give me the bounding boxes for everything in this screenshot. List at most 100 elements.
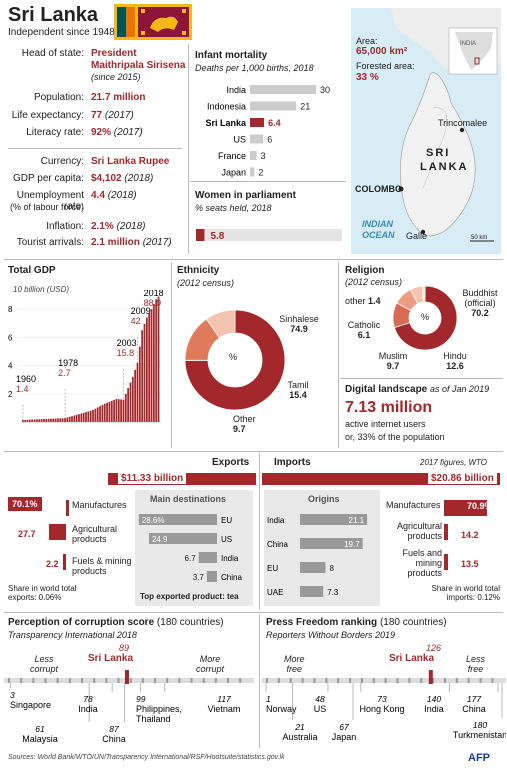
gdp-bar bbox=[40, 419, 43, 422]
literacy-label: Literacy rate: bbox=[26, 127, 84, 138]
destination-bar bbox=[206, 571, 217, 582]
press-scale-tick bbox=[372, 678, 375, 683]
corruption-rank-label: 3 bbox=[10, 690, 15, 700]
origin-name-label: China bbox=[267, 540, 288, 549]
press-scale-tick bbox=[384, 678, 387, 683]
origin-name-label: UAE bbox=[267, 588, 283, 597]
gdp-bar bbox=[108, 401, 111, 422]
infant-bar bbox=[250, 167, 255, 177]
infant-value-label: 3 bbox=[261, 151, 266, 161]
gdp-bar bbox=[96, 407, 99, 422]
gdp-bar bbox=[148, 313, 151, 422]
inflation-label: Inflation: bbox=[46, 221, 84, 232]
press-country-label: Japan bbox=[332, 732, 357, 742]
inflation-note: (2018) bbox=[116, 221, 146, 232]
corruption-scale-tick bbox=[190, 678, 193, 683]
origin-value-label: 21.1 bbox=[349, 516, 365, 525]
corruption-scale-tick bbox=[105, 678, 108, 683]
corruption-scale-tick bbox=[154, 678, 157, 683]
press-title: Press Freedom ranking bbox=[266, 617, 378, 628]
gdp-per-capita-label: GDP per capita: bbox=[13, 173, 84, 184]
press-rank-label: 177 bbox=[467, 694, 481, 704]
corruption-country-label: India bbox=[78, 704, 98, 714]
head-of-state-value: President bbox=[91, 48, 137, 59]
ethnicity-center: % bbox=[229, 352, 238, 362]
infant-value-label: 21 bbox=[300, 102, 310, 112]
ethnicity-tamil-label: Tamil 15.4 bbox=[287, 380, 309, 400]
population-label: Population: bbox=[33, 92, 84, 103]
origins-chart: India 21.1 China 19.7 EU 8 UAE 7.3 bbox=[267, 514, 368, 597]
press-source: Reporters Without Borders 2019 bbox=[266, 630, 395, 640]
map-galle: Galle bbox=[406, 231, 428, 241]
press-country-label: Australia bbox=[282, 732, 317, 742]
gdp-bar bbox=[52, 418, 55, 422]
gdp-bar bbox=[38, 419, 41, 422]
gdp-bar bbox=[73, 415, 76, 422]
corruption-scale-tick bbox=[202, 678, 205, 683]
origin-value-label: 19.7 bbox=[344, 540, 360, 549]
gdp-bar bbox=[143, 323, 146, 422]
press-sl-name: Sri Lanka bbox=[389, 653, 435, 664]
gdp-bar bbox=[124, 393, 127, 422]
footer-sources: Sources: World Bank/WTO/UN/Transparency … bbox=[8, 754, 285, 761]
imp-manufactures-name: Manufactures bbox=[386, 500, 441, 510]
religion-buddhist-label: Buddhist (official) 70.2 bbox=[462, 288, 498, 318]
press-title2: (180 countries) bbox=[379, 617, 447, 628]
gdp-bar bbox=[94, 408, 97, 422]
press-country-label: US bbox=[314, 704, 327, 714]
press-more: More free bbox=[284, 654, 305, 674]
exp-agri-name: Agricultural products bbox=[72, 524, 118, 544]
press-country-label: India bbox=[424, 704, 444, 714]
gdp-bar bbox=[99, 406, 101, 422]
press-sl-marker bbox=[428, 670, 433, 684]
trade-note: 2017 figures, WTO bbox=[420, 458, 487, 467]
gdp-annotation-year: 2003 bbox=[117, 338, 137, 348]
digital-line1: active internet users bbox=[345, 419, 426, 429]
gdp-bar bbox=[122, 399, 125, 422]
destination-name-label: EU bbox=[221, 516, 232, 525]
corruption-scale-track bbox=[4, 678, 254, 683]
life-expectancy-note: (2017) bbox=[104, 110, 134, 121]
religion-other-label: other 1.4 bbox=[345, 296, 381, 306]
gdp-unit: 10 billion (USD) bbox=[13, 285, 70, 294]
map-area-value: 65,000 km² bbox=[356, 46, 408, 57]
corruption-scale-tick bbox=[166, 678, 169, 683]
destination-name-label: China bbox=[221, 573, 242, 582]
map-area-label: Area: bbox=[356, 36, 378, 46]
corruption-less: Less corrupt bbox=[30, 654, 59, 674]
corruption-more: More corrupt bbox=[196, 654, 225, 674]
gdp-per-capita-value: $4,102 bbox=[91, 173, 122, 184]
gdp-bar bbox=[127, 388, 130, 422]
gdp-bar bbox=[59, 418, 62, 422]
exp-fuels-pct: 2.2 bbox=[46, 559, 59, 569]
origin-bar bbox=[300, 514, 368, 525]
literacy-value: 92% bbox=[91, 127, 112, 138]
gdp-bar bbox=[31, 419, 34, 422]
gdp-annotation-value: 88.9 bbox=[144, 298, 162, 308]
gdp-bar bbox=[29, 419, 31, 422]
gdp-bar bbox=[82, 412, 85, 422]
corruption-scale-tick bbox=[227, 678, 230, 683]
imp-manufactures-pct: 70.9% bbox=[467, 501, 493, 511]
corruption-scale-tick bbox=[239, 678, 242, 683]
digital-date: as of Jan 2019 bbox=[430, 384, 490, 394]
gdp-bar bbox=[57, 418, 59, 422]
destination-value-label: 6.7 bbox=[185, 554, 197, 563]
gdp-bar bbox=[131, 376, 134, 422]
corruption-country-label: Vietnam bbox=[208, 704, 241, 714]
corruption-country-label: Philippines, bbox=[136, 704, 182, 714]
top-product: Top exported product: tea bbox=[140, 592, 239, 601]
gdp-bar bbox=[157, 296, 160, 422]
women-chart: 5.8 bbox=[196, 229, 342, 242]
exp-manufactures-name: Manufactures bbox=[72, 500, 127, 510]
infant-country-label: US bbox=[233, 135, 246, 145]
destination-value-label: 3.7 bbox=[193, 573, 205, 582]
corruption-country-label: Thailand bbox=[136, 714, 171, 724]
corruption-scale-tick bbox=[56, 678, 59, 683]
imp-bar-manufactures bbox=[444, 500, 487, 516]
corruption-scale-tick bbox=[68, 678, 71, 683]
press-country-label: Turkmenistan bbox=[453, 730, 506, 740]
gdp-bar bbox=[85, 412, 87, 422]
